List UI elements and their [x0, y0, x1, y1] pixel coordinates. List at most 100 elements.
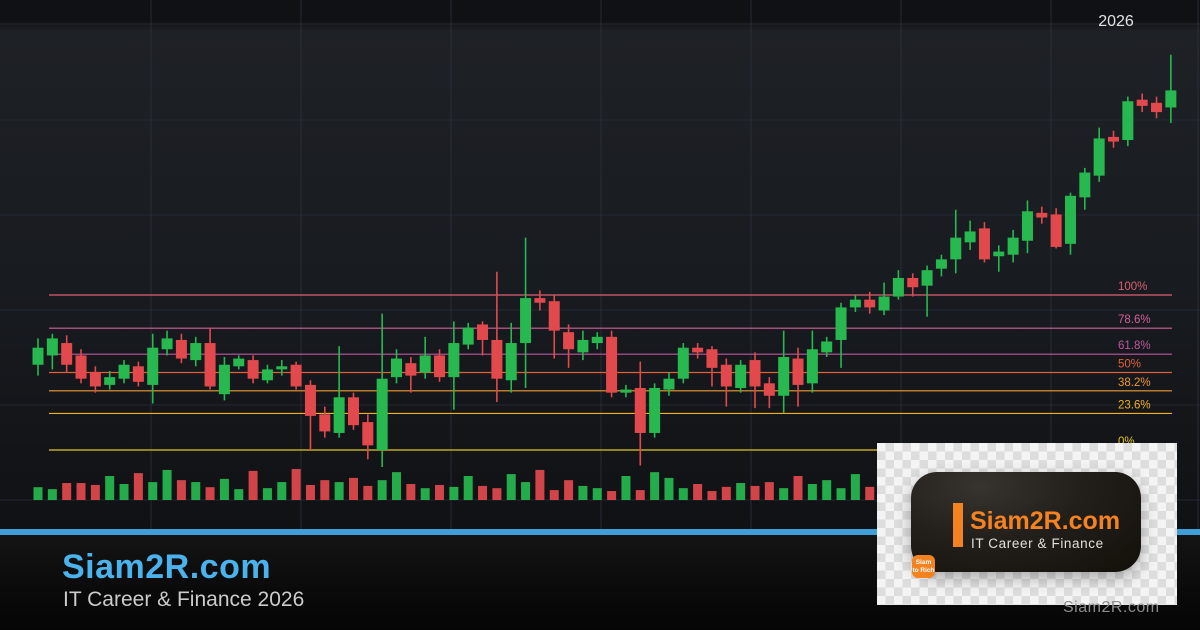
card-tagline: IT Career & Finance: [971, 536, 1104, 551]
candle-body: [1021, 211, 1033, 241]
candle-body: [290, 364, 302, 387]
volume-bar: [836, 488, 846, 500]
volume-bar: [320, 480, 330, 500]
fib-label: 38.2%: [1118, 377, 1151, 389]
candle-body: [1007, 237, 1019, 255]
candle-body: [276, 366, 288, 370]
volume-bar: [248, 470, 258, 500]
candle-body: [1165, 90, 1177, 108]
candle-body: [692, 347, 704, 353]
candle-body: [1151, 102, 1163, 113]
candle-body: [735, 364, 747, 388]
candle-body: [376, 378, 388, 450]
candle-body: [462, 327, 474, 345]
volume-bar: [850, 474, 860, 500]
candle-body: [61, 343, 73, 365]
volume-bar: [234, 489, 244, 500]
candle-body: [175, 339, 187, 359]
candle-body: [247, 360, 259, 379]
volume-bar: [822, 480, 832, 500]
candle-body: [75, 355, 87, 379]
volume-bar: [162, 469, 172, 500]
volume-bar: [793, 476, 803, 500]
candle-body: [706, 349, 718, 368]
volume-bar: [764, 482, 774, 500]
fib-label: 61.8%: [1118, 340, 1151, 352]
volume-bar: [191, 482, 201, 500]
candle-body: [104, 377, 116, 385]
volume-bar: [807, 484, 817, 500]
footer-brand-title: Siam2R.com: [62, 548, 272, 586]
candle-body: [32, 347, 44, 365]
volume-bar: [262, 488, 272, 500]
volume-bar: [277, 482, 287, 500]
candle-body: [204, 343, 216, 387]
candle-body: [548, 301, 560, 331]
volume-bar: [693, 484, 703, 500]
volume-bar: [592, 488, 602, 500]
volume-bar: [564, 480, 574, 500]
fib-label: 100%: [1118, 281, 1147, 293]
candle-body: [878, 296, 890, 311]
volume-bar: [105, 476, 115, 500]
volume-bar: [549, 490, 559, 500]
volume-bar: [76, 483, 86, 500]
candle-body: [935, 259, 947, 269]
volume-bar: [635, 490, 645, 500]
volume-bar: [750, 485, 760, 500]
candle-body: [778, 357, 790, 396]
candle-body: [677, 347, 689, 379]
volume-bar: [148, 482, 158, 500]
candle-body: [1064, 195, 1076, 244]
orange-accent-bar: [953, 503, 963, 547]
volume-bar: [506, 474, 516, 500]
candle-body: [1108, 136, 1119, 142]
candle-body: [46, 338, 58, 356]
volume-bar: [291, 468, 301, 500]
candle-body: [563, 332, 575, 350]
footer-tagline: IT Career & Finance 2026: [63, 588, 305, 611]
candle-body: [663, 378, 675, 390]
volume-bar: [62, 483, 72, 500]
candle-body: [118, 364, 130, 379]
candle-body: [892, 277, 904, 297]
candle-body: [190, 343, 202, 361]
candle-body: [993, 251, 1005, 257]
volume-bar: [492, 488, 502, 500]
volume-bar: [47, 489, 57, 500]
volume-bar: [420, 488, 430, 500]
volume-bar: [119, 484, 129, 500]
candle-body: [634, 388, 646, 433]
volume-bar: [435, 484, 445, 500]
volume-bar: [535, 469, 545, 500]
volume-bar: [219, 478, 229, 500]
volume-bar: [90, 484, 100, 500]
siam-to-rich-badge: Siam to Rich: [912, 555, 935, 578]
volume-bar: [205, 487, 215, 500]
fib-label: 78.6%: [1118, 314, 1151, 326]
candle-body: [1050, 214, 1062, 247]
volume-bar: [678, 488, 688, 500]
candle-body: [864, 299, 876, 308]
candle-body: [649, 388, 661, 433]
candle-body: [319, 414, 331, 432]
volume-bar: [607, 491, 617, 500]
candle-body: [591, 336, 603, 344]
candle-body: [391, 358, 402, 378]
volume-bar: [33, 487, 43, 500]
candle-body: [1036, 212, 1048, 218]
candlestick-chart: 100%78.6%61.8%50%38.2%23.6%0%2026: [0, 0, 1200, 529]
candle-body: [849, 299, 861, 308]
volume-bar: [406, 484, 416, 500]
candle-body: [749, 360, 761, 387]
candle-body: [1136, 99, 1148, 106]
logo-sticker: Siam2R.com IT Career & Finance Siam to R…: [877, 443, 1177, 616]
candle-body: [1093, 138, 1105, 176]
brand-watermark: Siam2R.com: [1063, 599, 1160, 616]
candle-body: [261, 369, 273, 381]
candle-body: [477, 324, 489, 340]
candle-body: [720, 364, 732, 387]
fib-label: 50%: [1118, 359, 1141, 371]
volume-bar: [449, 486, 459, 500]
